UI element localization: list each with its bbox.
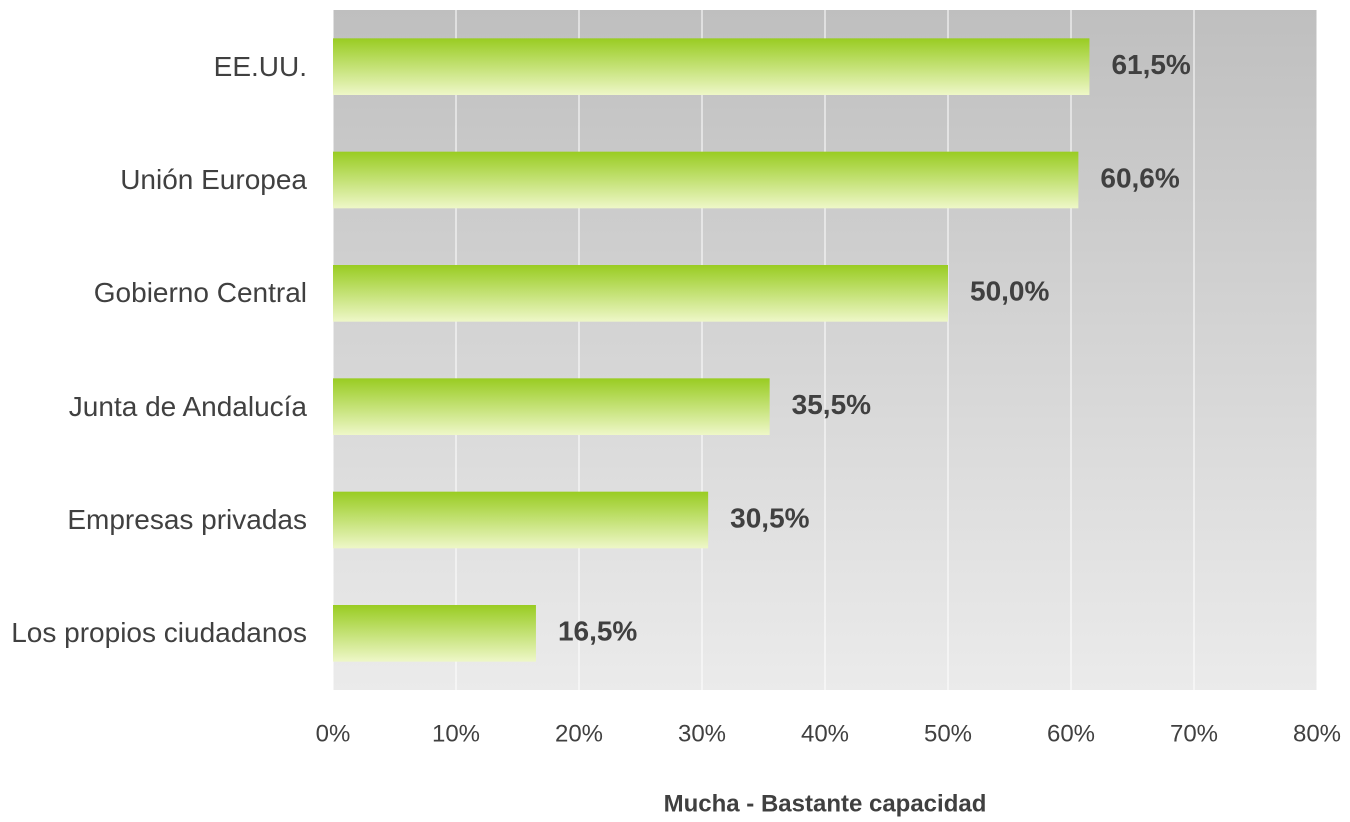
x-axis-title: Mucha - Bastante capacidad [664,790,987,817]
x-tick-label: 40% [801,720,849,747]
data-label: 35,5% [792,389,871,420]
data-label: 61,5% [1111,49,1190,80]
x-tick-label: 10% [432,720,480,747]
bar [333,378,770,435]
bar [333,151,1079,209]
bar [333,605,536,662]
y-tick-label: Los propios ciudadanos [11,617,307,649]
bar [333,491,709,549]
x-tick-label: 20% [555,720,603,747]
y-tick-label: Gobierno Central [93,277,307,309]
x-tick-label: 80% [1293,720,1341,747]
bar [333,265,948,322]
x-tick-label: 50% [924,720,972,747]
y-tick-label: Unión Europea [120,164,307,195]
y-tick-label: EE.UU. [213,50,307,82]
data-label: 60,6% [1100,162,1179,193]
data-label: 50,0% [970,276,1049,307]
data-label: 16,5% [558,616,637,647]
y-tick-label: Junta de Andalucía [68,390,307,422]
x-tick-label: 60% [1047,720,1095,747]
y-tick-label: Empresas privadas [67,504,307,535]
data-label: 30,5% [730,502,809,533]
x-tick-label: 30% [678,720,726,747]
x-tick-label: 0% [316,720,351,747]
x-tick-label: 70% [1170,720,1218,747]
bar [333,38,1090,95]
